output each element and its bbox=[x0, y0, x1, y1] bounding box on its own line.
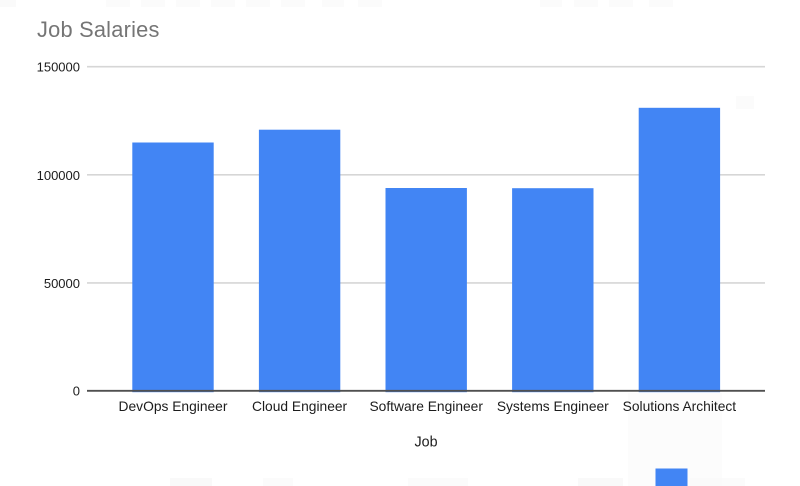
svg-text:100000: 100000 bbox=[37, 168, 80, 183]
svg-text:DevOps Engineer: DevOps Engineer bbox=[119, 399, 228, 414]
svg-text:Job: Job bbox=[414, 435, 437, 451]
svg-text:Systems Engineer: Systems Engineer bbox=[497, 399, 609, 414]
svg-text:Cloud Engineer: Cloud Engineer bbox=[252, 399, 348, 414]
svg-text:Software Engineer: Software Engineer bbox=[369, 399, 483, 414]
svg-text:Job Salaries: Job Salaries bbox=[37, 17, 160, 42]
svg-text:150000: 150000 bbox=[37, 60, 80, 75]
svg-text:Solutions Architect: Solutions Architect bbox=[623, 399, 737, 414]
svg-text:0: 0 bbox=[73, 383, 80, 398]
svg-text:50000: 50000 bbox=[44, 276, 80, 291]
